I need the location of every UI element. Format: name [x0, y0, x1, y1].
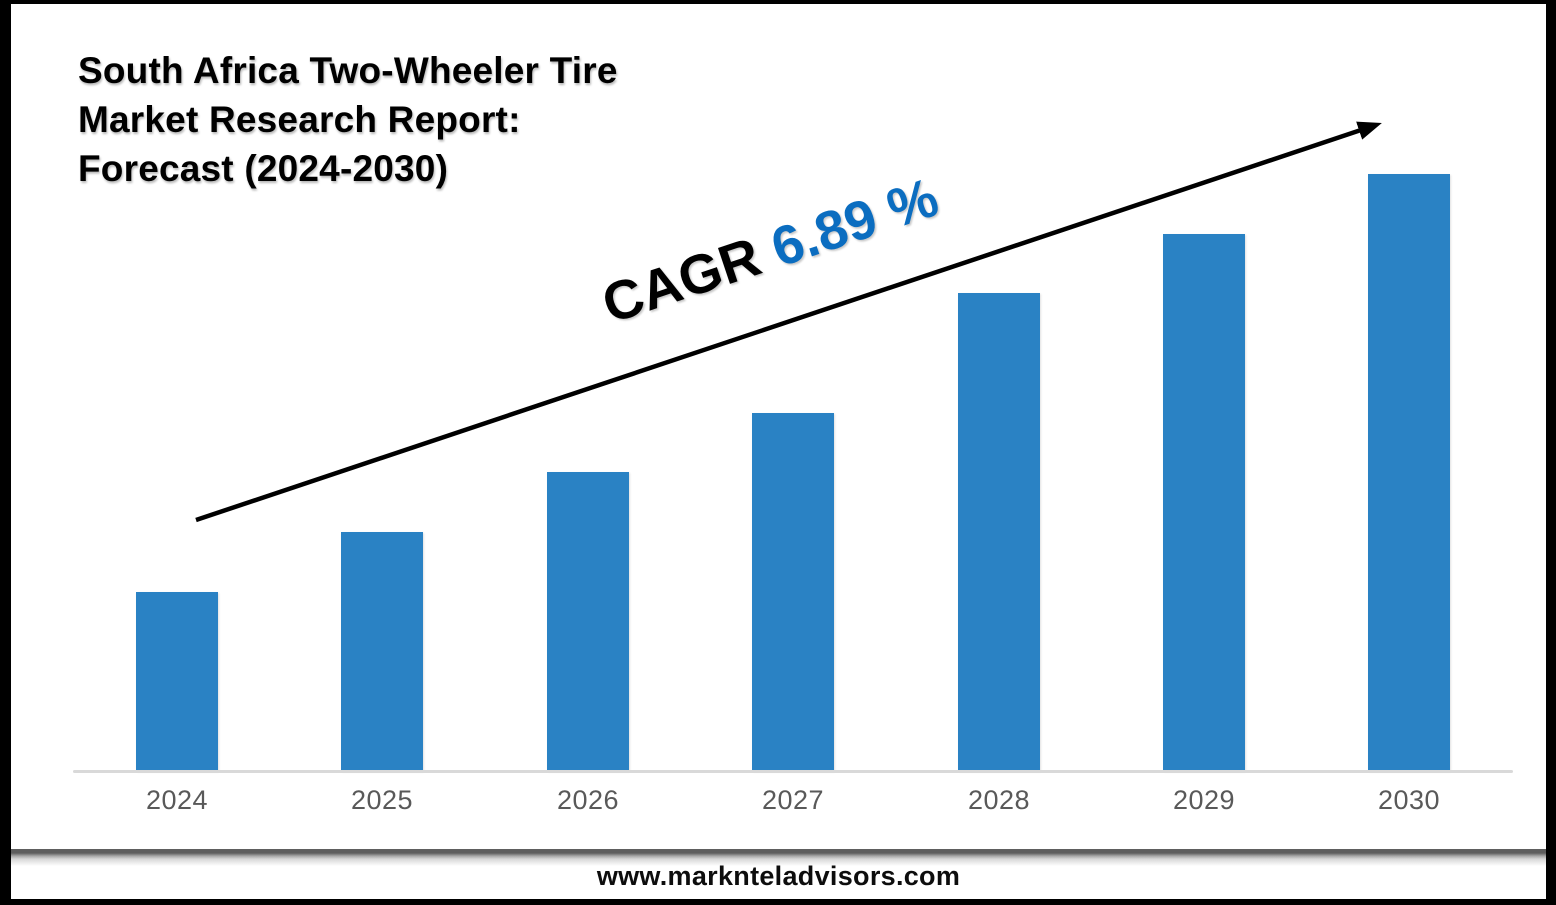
bar-2029	[1163, 234, 1245, 771]
cagr-label: CAGR	[594, 224, 768, 336]
bar-2027	[752, 413, 834, 771]
x-axis-line	[73, 770, 1513, 773]
x-axis-label-2030: 2030	[1377, 785, 1441, 815]
chart-title: South Africa Two-Wheeler Tire Market Res…	[78, 50, 618, 189]
bar-2026	[547, 472, 629, 771]
x-axis-label-2028: 2028	[967, 785, 1031, 815]
bar-2024	[136, 592, 218, 771]
bar-2030	[1368, 174, 1450, 771]
bar-2025	[341, 532, 423, 771]
x-axis-label-2026: 2026	[556, 785, 620, 815]
cagr-value: 6.89 %	[763, 165, 946, 279]
cagr-annotation: CAGR6.89 %	[594, 164, 946, 337]
bar-2028	[958, 293, 1040, 771]
footer-divider	[11, 849, 1546, 866]
x-axis-label-2027: 2027	[761, 785, 825, 815]
x-axis-label-2029: 2029	[1172, 785, 1236, 815]
x-axis-label-2025: 2025	[350, 785, 414, 815]
footer-url: www.marknteladvisors.com	[596, 861, 961, 891]
x-axis-label-2024: 2024	[145, 785, 209, 815]
chart-sheet: South Africa Two-Wheeler Tire Market Res…	[11, 4, 1546, 899]
